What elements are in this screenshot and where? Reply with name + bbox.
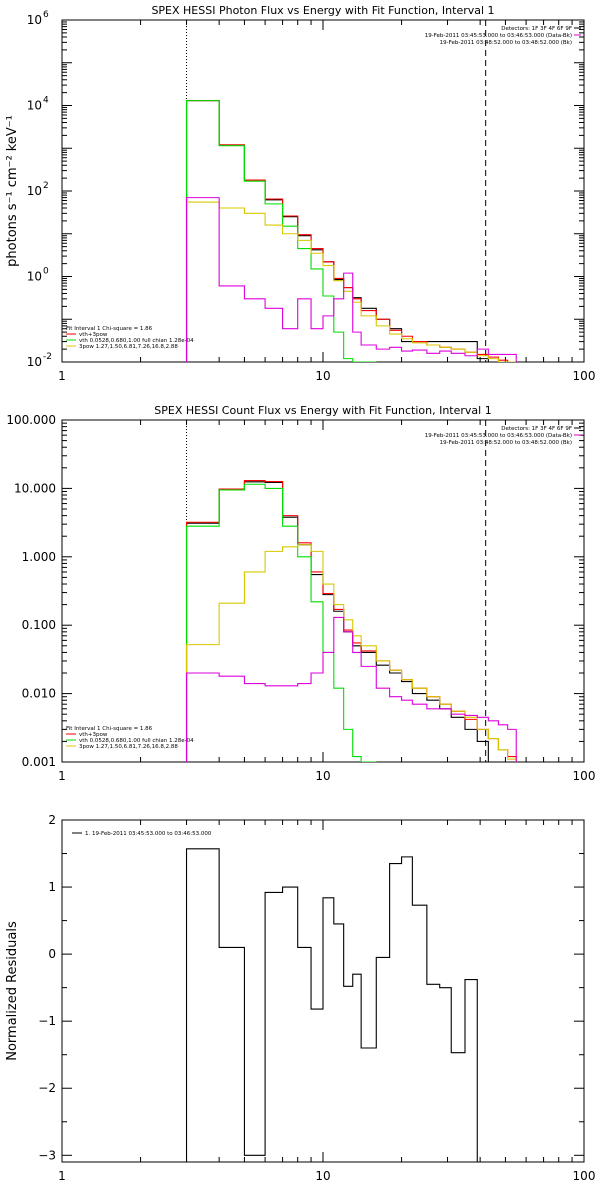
chart-title: SPEX HESSI Count Flux vs Energy with Fit…	[154, 404, 491, 417]
y-tick-label: 1.000	[22, 550, 56, 564]
x-tick-label: 10	[315, 1169, 330, 1183]
y-axis-label: Normalized Residuals	[5, 921, 20, 1061]
series-total-line	[185, 100, 517, 362]
annotation-line: 19-Feb-2011 03:45:53.000 to 03:46:53.000…	[425, 433, 572, 439]
legend-entry: vth 0.0528,0.680,1.00 full chian 1.28e-0…	[79, 338, 194, 344]
legend-header: Fit Interval 1 Chi-square = 1.86	[66, 326, 153, 332]
y-tick-exponent: 0	[43, 267, 49, 277]
x-tick-label: 1	[58, 769, 66, 783]
residuals-panel: 1 10 100 −3 −2 −1 0 1 2 Normalized Residuals 1. 19…	[5, 813, 595, 1183]
annotation-line: Detectors: 1F 3F 4F 6F 9F	[501, 426, 572, 432]
annotation-line: Detectors: 1F 3F 4F 6F 9F	[501, 26, 572, 32]
y-tick-label: −2	[38, 1081, 56, 1095]
y-tick-exponent: 2	[43, 181, 49, 191]
x-tick-label: 100	[573, 369, 596, 383]
y-tick-label: 0	[48, 947, 56, 961]
y-tick-label: 10	[27, 13, 42, 27]
x-tick-label: 10	[315, 369, 330, 383]
y-tick-exponent: 6	[43, 10, 49, 20]
series-group	[185, 480, 517, 762]
series-bk-line	[185, 197, 517, 362]
legend-entry: vth+3pow	[79, 332, 108, 338]
count-flux-panel: SPEX HESSI Count Flux vs Energy with Fit…	[6, 404, 595, 783]
y-tick-label: 10	[27, 99, 42, 113]
series-vth-line	[185, 483, 377, 762]
annotation-line: 19-Feb-2011 03:48:52.000 to 03:48:52.000…	[440, 40, 572, 46]
legend-entry: 3pow 1.27,1.50,6.81,7.26,16.8,2.88	[79, 744, 178, 750]
x-tick-label: 1	[58, 1169, 66, 1183]
y-axis-label: photons s⁻¹ cm⁻² keV⁻¹	[5, 115, 20, 267]
series-vth-line	[185, 100, 377, 362]
photon-flux-panel: SPEX HESSI Photon Flux vs Energy with Fi…	[5, 4, 595, 383]
y-tick-label: 10	[27, 184, 42, 198]
y-tick-label: 1	[48, 880, 56, 894]
y-tick-label: 100.000	[6, 413, 56, 427]
y-tick-label: 10	[27, 355, 42, 369]
legend-entry: 3pow 1.27,1.50,6.81,7.26,16.8,2.88	[79, 344, 178, 350]
y-tick-label: −3	[38, 1148, 56, 1162]
series-data-line	[185, 848, 489, 1162]
y-tick-label: 0.100	[22, 618, 56, 632]
y-tick-label: 0.001	[22, 755, 56, 769]
y-tick-exponent: -2	[43, 352, 52, 362]
series-group	[185, 848, 489, 1162]
series-pow-line	[185, 201, 517, 362]
series-bk-line	[185, 616, 517, 762]
y-tick-label: 10	[27, 270, 42, 284]
x-tick-label: 1	[58, 369, 66, 383]
plot-frame	[61, 19, 585, 363]
series-total-line	[185, 480, 517, 762]
legend-entry: vth 0.0528,0.680,1.00 full chian 1.28e-0…	[79, 738, 194, 744]
legend-header: Fit Interval 1 Chi-square = 1.86	[66, 726, 153, 732]
y-tick-label: 2	[48, 813, 56, 827]
annotation-line: 19-Feb-2011 03:48:52.000 to 03:48:52.000…	[440, 440, 572, 446]
x-tick-label: 100	[573, 1169, 596, 1183]
x-tick-label: 100	[573, 769, 596, 783]
y-tick-label: −1	[38, 1014, 56, 1028]
x-tick-label: 10	[315, 769, 330, 783]
series-data-line	[185, 100, 517, 362]
legend-entry: 1. 19-Feb-2011 03:45:53.000 to 03:46:53.…	[85, 831, 212, 837]
y-tick-label: 10.000	[14, 481, 56, 495]
legend-entry: vth+3pow	[79, 732, 108, 738]
series-group	[185, 100, 517, 362]
chart-title: SPEX HESSI Photon Flux vs Energy with Fi…	[151, 4, 494, 17]
annotation-line: 19-Feb-2011 03:45:53.000 to 03:46:53.000…	[425, 33, 572, 39]
series-data-line	[185, 481, 489, 762]
series-pow-line	[185, 544, 517, 762]
y-tick-label: 0.010	[22, 687, 56, 701]
y-tick-exponent: 4	[43, 96, 49, 106]
